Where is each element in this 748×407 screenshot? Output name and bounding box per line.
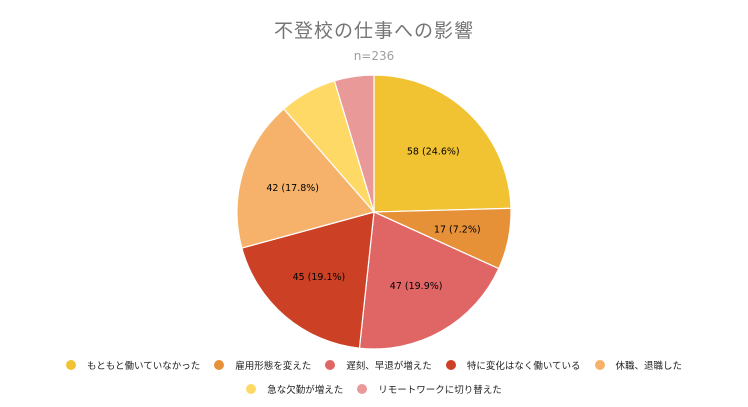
legend-item-6: 急な欠勤が増えた	[246, 382, 343, 396]
legend-label-7: リモートワークに切り替えた	[378, 385, 502, 396]
legend-swatch-3	[325, 360, 336, 370]
legend-label-2: 雇用形態を変えた	[235, 361, 312, 372]
pie-slice-label-3: 47 (19.9%)	[390, 281, 443, 292]
pie-slice-label-4: 45 (19.1%)	[293, 272, 346, 283]
chart-subtitle: n=236	[353, 49, 395, 63]
legend-item-4: 特に変化はなく働いている	[445, 358, 581, 372]
legend-swatch-7	[357, 384, 368, 394]
pie-slice-5	[236, 108, 376, 249]
legend-swatch-1	[65, 360, 76, 370]
legend-label-4: 特に変化はなく働いている	[466, 361, 581, 372]
legend-swatch-4	[445, 360, 456, 370]
legend: もともと働いていなかった 雇用形態を変えた 遅刻、早退が増えた 特に変化はなく働…	[0, 358, 748, 396]
legend-item-3: 遅刻、早退が増えた	[325, 358, 432, 372]
legend-swatch-2	[214, 360, 225, 370]
pie-slice-1	[373, 74, 512, 213]
legend-label-5: 休職、退職した	[615, 361, 683, 372]
legend-item-7: リモートワークに切り替えた	[357, 382, 502, 396]
chart-title: 不登校の仕事への影響	[273, 20, 474, 42]
legend-item-2: 雇用形態を変えた	[214, 358, 311, 372]
pie-slice-label-1: 58 (24.6%)	[407, 147, 460, 158]
legend-row-1: もともと働いていなかった 雇用形態を変えた 遅刻、早退が増えた 特に変化はなく働…	[0, 358, 748, 372]
legend-row-2: 急な欠勤が増えた リモートワークに切り替えた	[0, 382, 748, 396]
legend-label-3: 遅刻、早退が増えた	[346, 361, 432, 372]
pie-slice-3	[358, 211, 500, 350]
pie-slice-label-5: 42 (17.8%)	[266, 183, 319, 194]
pie-slice-4	[241, 211, 375, 349]
legend-swatch-5	[594, 360, 605, 370]
legend-label-6: 急な欠勤が増えた	[267, 385, 344, 396]
legend-label-1: もともと働いていなかった	[86, 361, 201, 372]
legend-item-1: もともと働いていなかった	[65, 358, 201, 372]
pie-slice-label-2: 17 (7.2%)	[434, 224, 481, 235]
legend-swatch-6	[246, 384, 257, 394]
pie-slice-7	[333, 74, 375, 213]
legend-item-5: 休職、退職した	[594, 358, 683, 372]
